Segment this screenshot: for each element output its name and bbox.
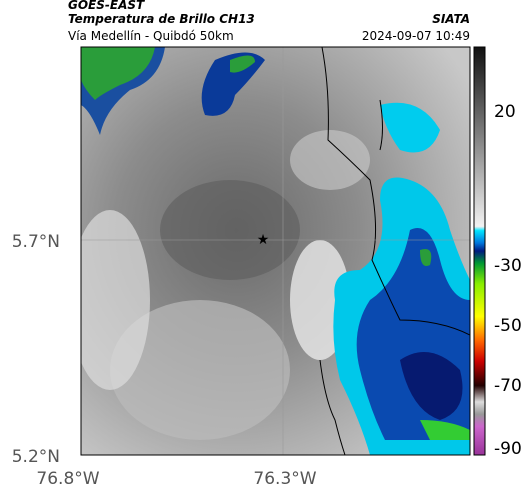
title: GOES-EAST — [68, 0, 145, 12]
colorbar-ticks: 20 -30 -50 -70 -90 — [494, 102, 522, 459]
colorbar-tick: -50 — [494, 316, 522, 336]
map-frame — [80, 46, 471, 456]
colorbar-tick: -90 — [494, 439, 522, 459]
region: Vía Medellín - Quibdó 50km — [68, 29, 234, 43]
colorbar — [473, 46, 486, 456]
satellite-image: ★ — [81, 47, 470, 455]
lon-label: 76.8°W — [36, 469, 99, 489]
colorbar-tick: -70 — [494, 376, 522, 396]
subtitle: Temperatura de Brillo CH13 — [68, 12, 255, 26]
colorbar-tick: 20 — [494, 102, 516, 122]
lat-label: 5.2°N — [12, 447, 60, 467]
source: SIATA — [432, 12, 470, 26]
lon-label: 76.3°W — [253, 469, 316, 489]
datetime: 2024-09-07 10:49 — [362, 29, 470, 43]
colorbar-tick: -30 — [494, 256, 522, 276]
svg-text:★: ★ — [257, 232, 270, 248]
lat-label: 5.7°N — [12, 232, 60, 252]
